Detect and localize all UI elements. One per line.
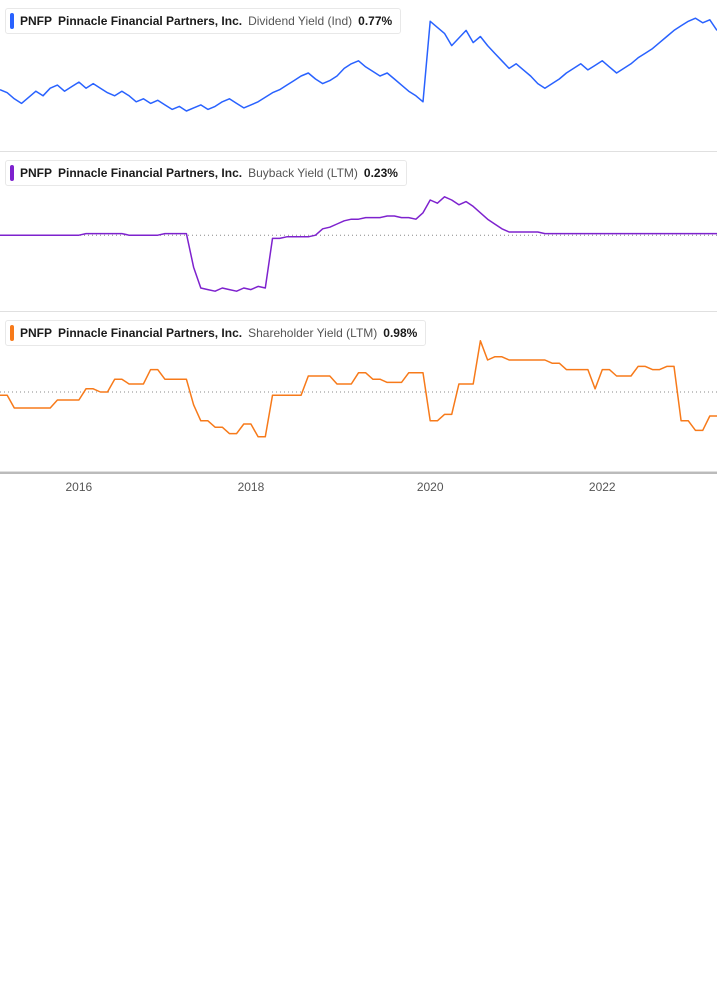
legend-company: Pinnacle Financial Partners, Inc. [58, 14, 242, 28]
chart-legend: PNFP Pinnacle Financial Partners, Inc. Buy… [5, 160, 407, 186]
x-tick-label: 2020 [417, 480, 444, 494]
chart-panel: PNFP Pinnacle Financial Partners, Inc. Sha… [0, 312, 717, 472]
legend-ticker: PNFP [20, 166, 52, 180]
chart-legend: PNFP Pinnacle Financial Partners, Inc. Sha… [5, 320, 426, 346]
legend-metric: Dividend Yield (Ind) [248, 14, 352, 28]
chart-panel: PNFP Pinnacle Financial Partners, Inc. Buy… [0, 152, 717, 312]
legend-value: 0.23% [364, 166, 398, 180]
legend-ticker: PNFP [20, 326, 52, 340]
series-line [0, 197, 717, 291]
legend-color-bar [10, 165, 14, 181]
legend-ticker: PNFP [20, 14, 52, 28]
x-tick-label: 2022 [589, 480, 616, 494]
legend-metric: Buyback Yield (LTM) [248, 166, 358, 180]
x-tick-label: 2018 [238, 480, 265, 494]
x-axis: 2016 2018 2020 2022 [0, 472, 717, 502]
legend-metric: Shareholder Yield (LTM) [248, 326, 377, 340]
series-line [0, 341, 717, 437]
legend-value: 0.77% [358, 14, 392, 28]
legend-company: Pinnacle Financial Partners, Inc. [58, 166, 242, 180]
chart-panel: PNFP Pinnacle Financial Partners, Inc. Div… [0, 0, 717, 152]
chart-legend: PNFP Pinnacle Financial Partners, Inc. Div… [5, 8, 401, 34]
legend-value: 0.98% [383, 326, 417, 340]
legend-color-bar [10, 325, 14, 341]
x-tick-label: 2016 [66, 480, 93, 494]
legend-company: Pinnacle Financial Partners, Inc. [58, 326, 242, 340]
legend-color-bar [10, 13, 14, 29]
